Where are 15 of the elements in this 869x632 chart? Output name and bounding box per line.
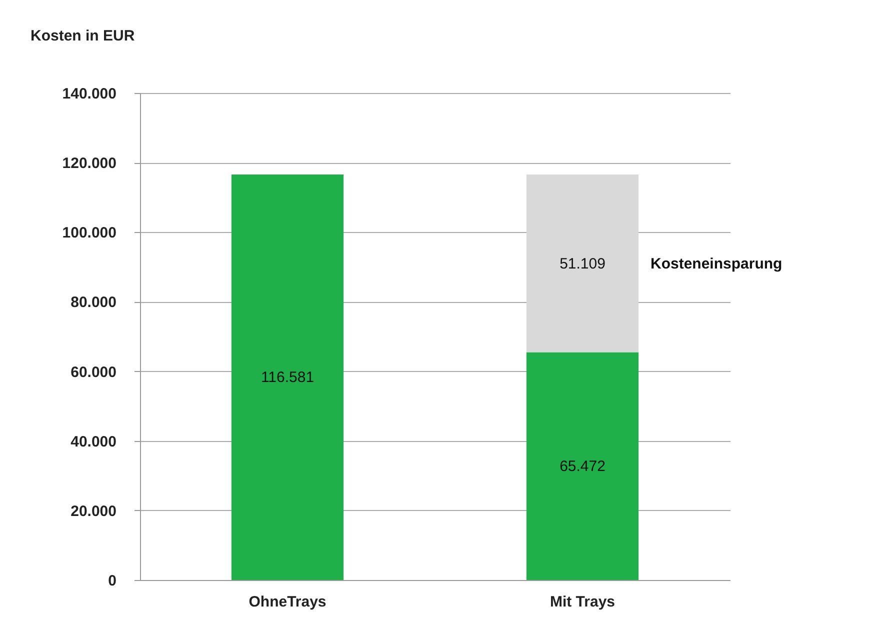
y-tick-label: 20.000 — [70, 502, 116, 520]
y-tick-label: 60.000 — [70, 364, 116, 381]
series-label: Kosteneinsparung — [650, 255, 782, 272]
y-tick-label: 0 — [108, 572, 116, 590]
y-axis-title: Kosten in EUR — [30, 28, 135, 44]
data-label: 51.109 — [560, 255, 606, 272]
x-tick-label: Mit Trays — [550, 594, 616, 610]
y-tick-label: 140.000 — [62, 86, 116, 102]
y-tick-label: 80.000 — [70, 294, 116, 312]
y-tick-label: 40.000 — [70, 433, 116, 450]
data-label: 116.581 — [260, 369, 314, 386]
data-label: 65.472 — [560, 458, 606, 476]
y-tick-label: 100.000 — [62, 224, 116, 242]
y-tick-label: 120.000 — [62, 155, 116, 172]
x-tick-label: OhneTrays — [248, 594, 326, 610]
